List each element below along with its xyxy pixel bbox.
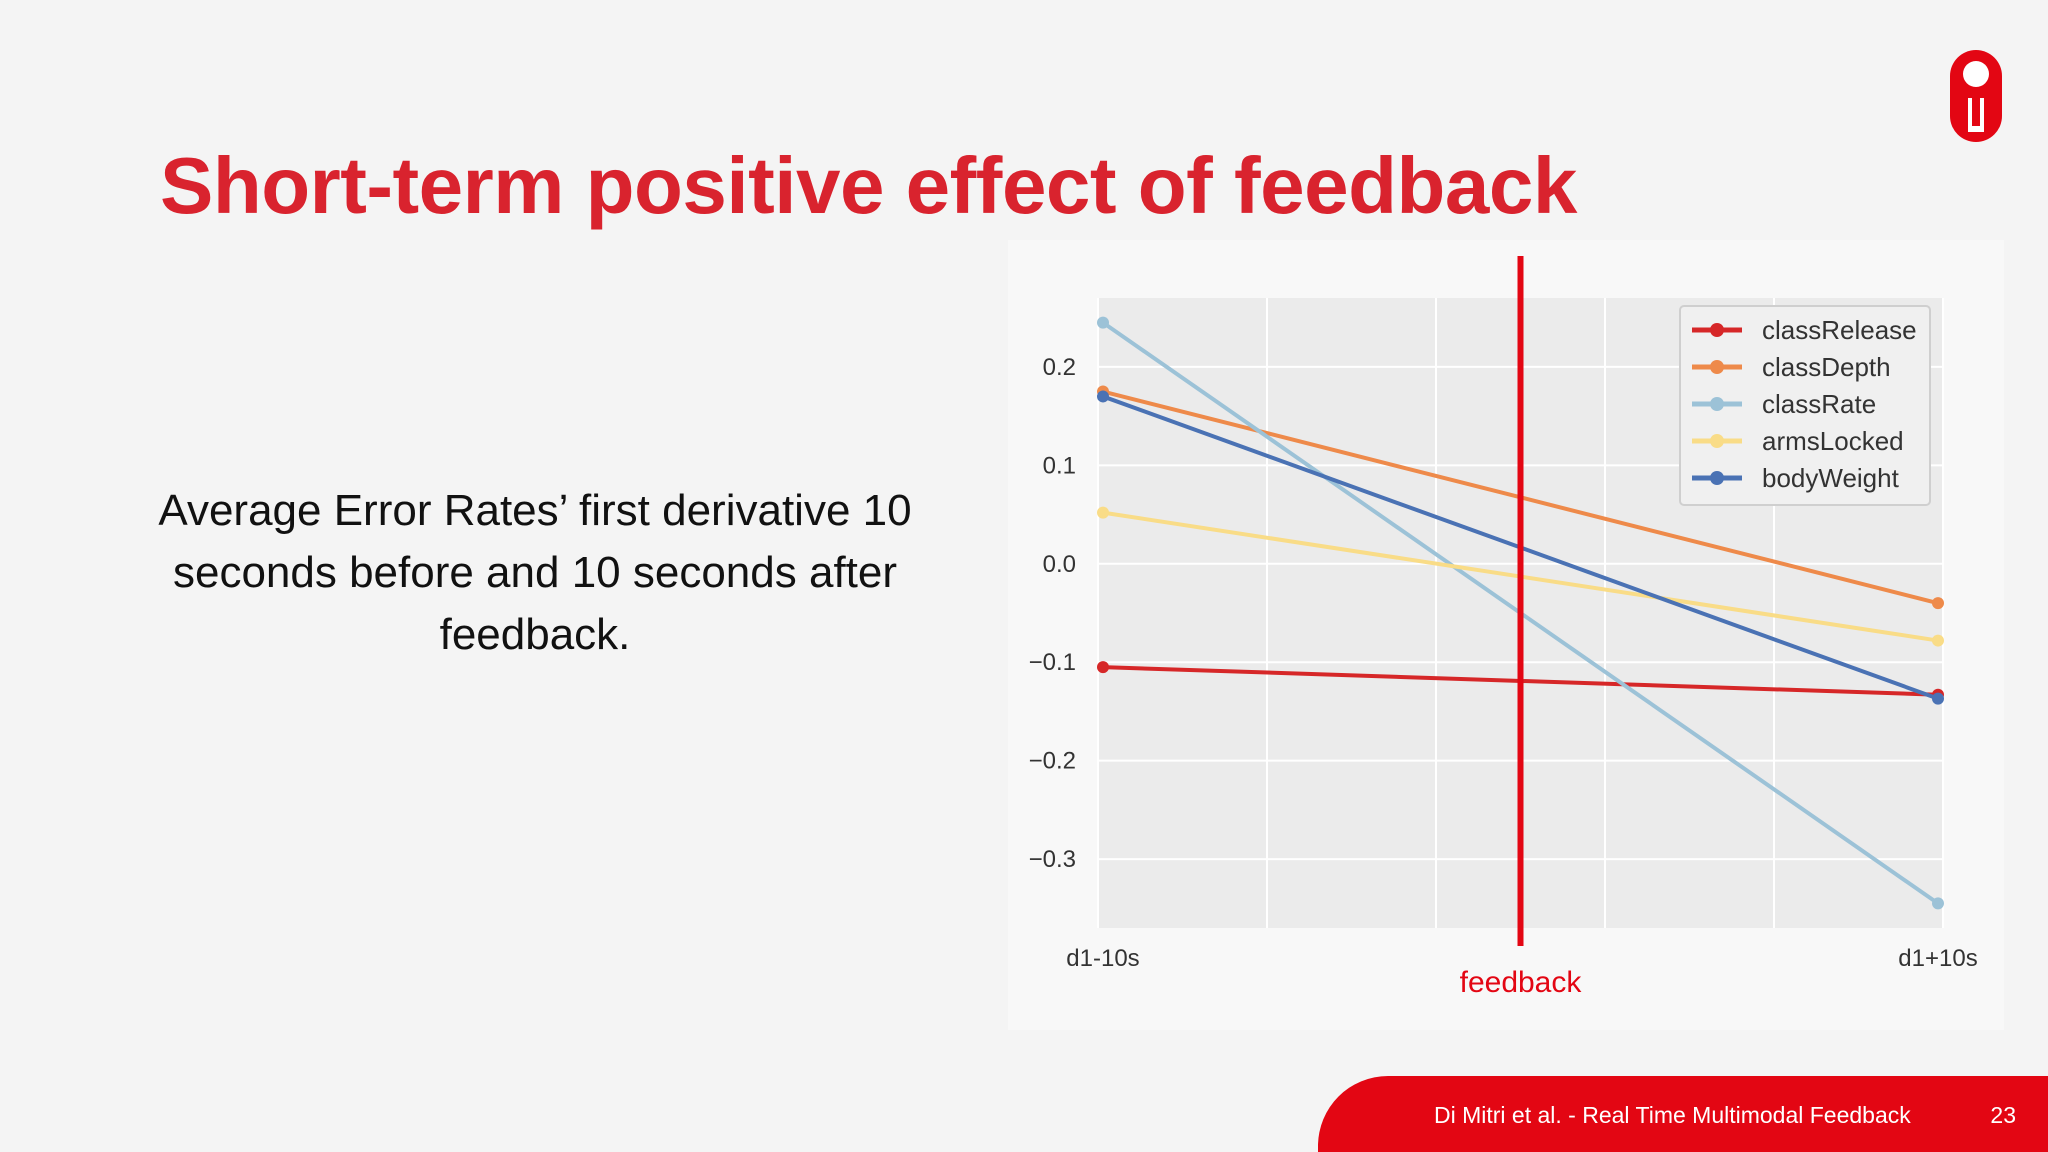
footer-citation: Di Mitri et al. - Real Time Multimodal F… xyxy=(1434,1102,1911,1128)
chart-panel: 0.2 0.1 0.0 −0.1 −0.2 −0.3 d1-10s d1+10s classRe… xyxy=(1008,240,2004,1030)
data-point-armsLocked xyxy=(1097,506,1109,519)
legend-label-armsLocked: armsLocked xyxy=(1762,426,1904,456)
y-tick-label: −0.2 xyxy=(1029,748,1076,775)
legend-marker-armsLocked xyxy=(1710,434,1724,448)
legend-label-classRelease: classRelease xyxy=(1762,315,1917,345)
data-point-bodyWeight xyxy=(1097,390,1109,403)
feedback-label: feedback xyxy=(1460,966,1583,999)
legend-box xyxy=(1679,305,1931,506)
legend-label-bodyWeight: bodyWeight xyxy=(1762,463,1900,493)
y-tick-label: 0.0 xyxy=(1043,551,1076,578)
footer-bar: Di Mitri et al. - Real Time Multimodal F… xyxy=(1318,1076,2048,1152)
legend-label-classDepth: classDepth xyxy=(1762,352,1891,382)
legend-label-classRate: classRate xyxy=(1762,389,1876,419)
legend-marker-classRate xyxy=(1710,397,1724,411)
y-tick-label: −0.1 xyxy=(1029,649,1076,676)
data-point-classRate xyxy=(1097,316,1109,329)
data-point-classRelease xyxy=(1097,661,1109,674)
x-tick-label: d1+10s xyxy=(1898,945,1977,972)
data-point-classRate xyxy=(1932,897,1944,910)
legend-marker-bodyWeight xyxy=(1710,471,1724,485)
line-chart: 0.2 0.1 0.0 −0.1 −0.2 −0.3 d1-10s d1+10s classRe… xyxy=(1029,256,1978,999)
page-number: 23 xyxy=(1990,1102,2016,1128)
y-tick-label: 0.1 xyxy=(1043,452,1076,479)
x-tick-label: d1-10s xyxy=(1066,945,1139,972)
y-tick-label: 0.2 xyxy=(1043,354,1076,381)
university-logo-icon xyxy=(1950,50,2002,142)
slide-description: Average Error Rates’ first derivative 10… xyxy=(158,486,912,659)
legend-marker-classRelease xyxy=(1710,323,1724,337)
legend-marker-classDepth xyxy=(1710,360,1724,374)
data-point-classDepth xyxy=(1932,597,1944,610)
slide-title: Short-term positive effect of feedback xyxy=(160,141,1577,230)
data-point-armsLocked xyxy=(1932,634,1944,647)
y-tick-label: −0.3 xyxy=(1029,846,1076,873)
data-point-bodyWeight xyxy=(1932,692,1944,705)
